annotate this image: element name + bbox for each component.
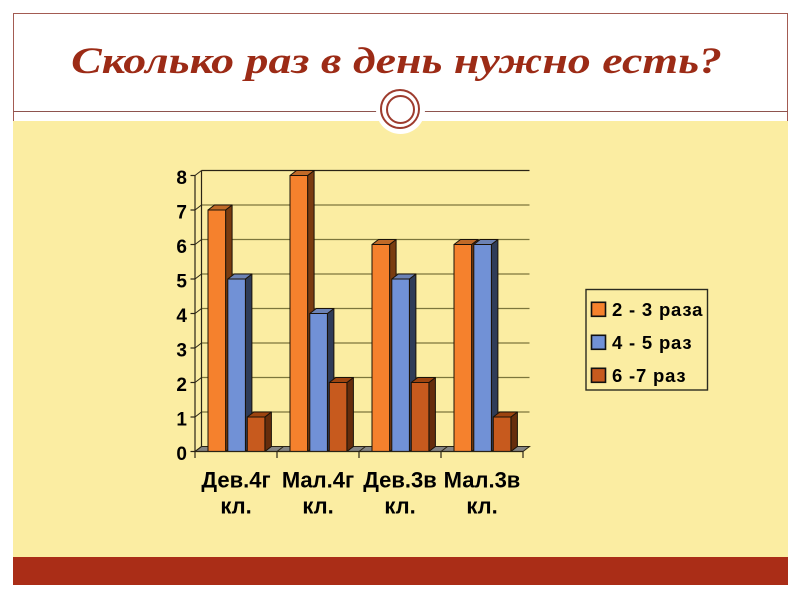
svg-text:6: 6 bbox=[176, 237, 187, 258]
svg-text:Дев.3в: Дев.3в bbox=[363, 468, 437, 493]
svg-text:4 - 5 раз: 4 - 5 раз bbox=[612, 332, 692, 353]
svg-text:кл.: кл. bbox=[384, 494, 415, 519]
svg-text:Мал.3в: Мал.3в bbox=[444, 468, 521, 493]
svg-text:кл.: кл. bbox=[466, 494, 497, 519]
svg-text:Дев.4г: Дев.4г bbox=[201, 468, 270, 493]
svg-text:5: 5 bbox=[176, 272, 187, 293]
svg-text:2: 2 bbox=[176, 375, 187, 396]
svg-text:6 -7 раз: 6 -7 раз bbox=[612, 365, 686, 386]
svg-text:кл.: кл. bbox=[220, 494, 251, 519]
svg-text:8: 8 bbox=[176, 168, 187, 189]
svg-text:0: 0 bbox=[176, 444, 187, 465]
svg-text:Мал.4г: Мал.4г bbox=[282, 468, 354, 493]
svg-text:1: 1 bbox=[176, 410, 187, 431]
svg-text:кл.: кл. bbox=[302, 494, 333, 519]
svg-text:4: 4 bbox=[176, 306, 187, 327]
svg-text:3: 3 bbox=[176, 341, 187, 362]
svg-text:7: 7 bbox=[176, 203, 187, 224]
svg-text:2 - 3 раза: 2 - 3 раза bbox=[612, 299, 703, 320]
